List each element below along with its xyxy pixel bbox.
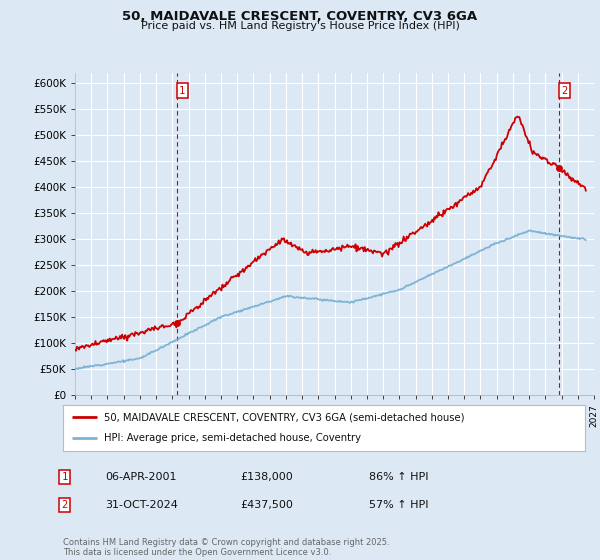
Text: 50, MAIDAVALE CRESCENT, COVENTRY, CV3 6GA (semi-detached house): 50, MAIDAVALE CRESCENT, COVENTRY, CV3 6G… [104, 412, 464, 422]
Text: HPI: Average price, semi-detached house, Coventry: HPI: Average price, semi-detached house,… [104, 433, 361, 444]
Text: 1: 1 [179, 86, 185, 96]
Text: £437,500: £437,500 [240, 500, 293, 510]
Text: 57% ↑ HPI: 57% ↑ HPI [369, 500, 428, 510]
Text: 50, MAIDAVALE CRESCENT, COVENTRY, CV3 6GA: 50, MAIDAVALE CRESCENT, COVENTRY, CV3 6G… [122, 10, 478, 23]
Text: Contains HM Land Registry data © Crown copyright and database right 2025.
This d: Contains HM Land Registry data © Crown c… [63, 538, 389, 557]
Text: 1: 1 [62, 472, 68, 482]
Text: Price paid vs. HM Land Registry's House Price Index (HPI): Price paid vs. HM Land Registry's House … [140, 21, 460, 31]
Text: 2: 2 [62, 500, 68, 510]
Text: 2: 2 [561, 86, 568, 96]
Text: 31-OCT-2024: 31-OCT-2024 [105, 500, 178, 510]
Text: 06-APR-2001: 06-APR-2001 [105, 472, 176, 482]
Text: 86% ↑ HPI: 86% ↑ HPI [369, 472, 428, 482]
Text: £138,000: £138,000 [240, 472, 293, 482]
